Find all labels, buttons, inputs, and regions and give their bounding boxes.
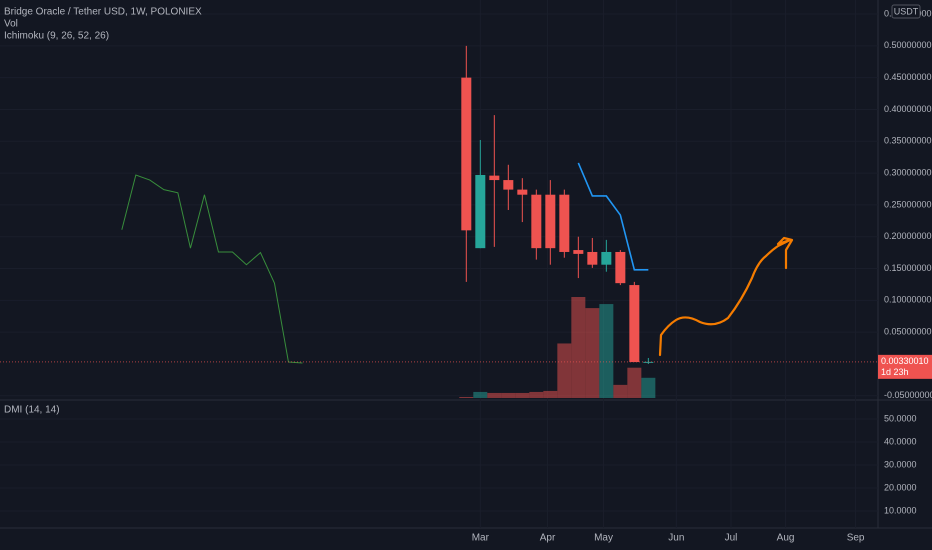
y-tick-label: 0.25000000 bbox=[884, 199, 932, 209]
y-tick-label: 0.50000000 bbox=[884, 40, 932, 50]
chart-title: Bridge Oracle / Tether USD, 1W, POLONIEX bbox=[4, 7, 202, 18]
x-tick-label: May bbox=[594, 533, 613, 544]
candle-body bbox=[615, 251, 626, 284]
indicator-line bbox=[577, 162, 649, 271]
volume-bar bbox=[557, 343, 572, 398]
countdown: 1d 23h bbox=[881, 367, 909, 377]
candle-body bbox=[573, 250, 584, 254]
x-tick-label: Jun bbox=[668, 533, 684, 544]
dmi-tick-label: 10.0000 bbox=[884, 505, 917, 515]
grid bbox=[0, 0, 878, 528]
candle-body bbox=[531, 194, 542, 249]
volume-bar bbox=[473, 391, 488, 398]
y-tick-label: 0.10000000 bbox=[884, 295, 932, 305]
candle-body bbox=[601, 251, 612, 265]
volume-bar bbox=[641, 377, 656, 398]
x-tick-label: Aug bbox=[777, 533, 795, 544]
volume-bar bbox=[613, 384, 628, 398]
y-tick-label: 0.40000000 bbox=[884, 104, 932, 114]
y-tick-label: 0.20000000 bbox=[884, 231, 932, 241]
candle-body bbox=[629, 285, 640, 363]
y-tick-label: 0.30000000 bbox=[884, 167, 932, 177]
dmi-tick-label: 20.0000 bbox=[884, 482, 917, 492]
volume-bar bbox=[627, 367, 642, 398]
volume-title: Vol bbox=[4, 19, 18, 30]
last-price-label: 0.00330010 bbox=[881, 356, 929, 366]
candle-body bbox=[503, 180, 514, 190]
indicator-line bbox=[121, 174, 303, 364]
candle-body bbox=[517, 189, 528, 195]
volume-bar bbox=[459, 396, 474, 398]
candle-body bbox=[475, 174, 486, 249]
ichimoku-title: Ichimoku (9, 26, 52, 26) bbox=[4, 31, 109, 42]
currency-box bbox=[891, 4, 921, 19]
volume-bar bbox=[585, 308, 600, 398]
freehand-drawing bbox=[658, 236, 794, 357]
candle-body bbox=[587, 251, 598, 265]
dmi-title: DMI (14, 14) bbox=[4, 405, 60, 416]
currency: USDT bbox=[894, 6, 919, 16]
y-tick-label: 0.35000000 bbox=[884, 136, 932, 146]
dmi-tick-label: 30.0000 bbox=[884, 459, 917, 469]
candle-body bbox=[559, 194, 570, 252]
x-tick-label: Sep bbox=[847, 533, 865, 544]
y-tick-label: -0.05000000 bbox=[884, 390, 932, 400]
candle-body bbox=[643, 361, 654, 363]
candle-body bbox=[545, 194, 556, 249]
volume-bar bbox=[571, 297, 586, 398]
volume-bar bbox=[487, 392, 502, 398]
volume-bar bbox=[529, 391, 544, 398]
y-tick-label: 0.05000000 bbox=[884, 327, 932, 337]
candle-body bbox=[489, 175, 500, 181]
x-tick-label: Mar bbox=[472, 533, 490, 544]
y-tick-label: 0.15000000 bbox=[884, 263, 932, 273]
x-tick-label: Apr bbox=[540, 533, 556, 544]
volume-bar bbox=[501, 392, 516, 398]
candle-body bbox=[461, 77, 472, 231]
volume-bar bbox=[599, 304, 614, 398]
x-tick-label: Jul bbox=[725, 533, 738, 544]
volume-bar bbox=[543, 390, 558, 398]
y-tick-label: 0.45000000 bbox=[884, 72, 932, 82]
volume-bar bbox=[515, 392, 530, 398]
marks bbox=[0, 45, 878, 398]
last-price-box bbox=[878, 354, 932, 379]
dmi-tick-label: 50.0000 bbox=[884, 413, 917, 423]
dmi-tick-label: 40.0000 bbox=[884, 436, 917, 446]
